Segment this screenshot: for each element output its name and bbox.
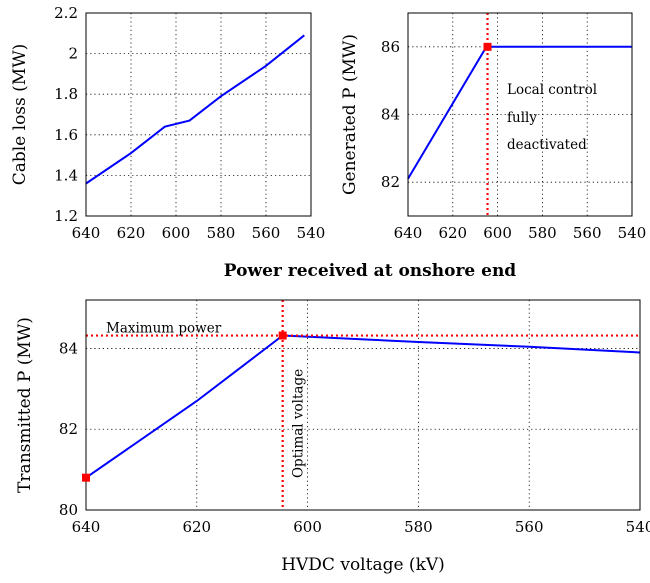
plot-frame — [407, 12, 633, 217]
x-tick-label: 600 — [162, 224, 191, 242]
y-tick-label: 1.4 — [54, 166, 78, 184]
y-tick-label: 2 — [68, 45, 78, 63]
x-ticks: 640 620 600 580 560 540 — [72, 518, 650, 536]
red-marker — [483, 42, 492, 51]
y-tick-label: 84 — [59, 339, 78, 357]
x-tick-label: 560 — [573, 224, 602, 242]
y-tick-label: 2.2 — [54, 4, 78, 22]
x-tick-label: 540 — [297, 224, 326, 242]
y-tick-label: 1.6 — [54, 126, 78, 144]
annotation-line-3: deactivated — [507, 137, 587, 153]
series-layer — [85, 334, 641, 479]
shared-x-label: Power received at onshore end — [224, 261, 517, 281]
x-tick-label: 580 — [207, 224, 236, 242]
x-tick-label: 560 — [515, 518, 544, 536]
plot-frame — [85, 12, 312, 217]
transmitted-power-panel: 640 620 600 580 560 540 80 82 84 Transmitted P … — [15, 299, 650, 575]
x-tick-label: 600 — [293, 518, 322, 536]
y-tick-label: 82 — [381, 173, 400, 191]
x-tick-label: 600 — [483, 224, 512, 242]
y-ticks: 80 82 84 — [59, 339, 78, 519]
x-tick-label: 640 — [394, 224, 423, 242]
x-tick-label: 580 — [404, 518, 433, 536]
y-tick-label: 80 — [59, 501, 78, 519]
annotation-line-1: Local control — [507, 82, 597, 98]
x-tick-label: 580 — [528, 224, 557, 242]
optimal-voltage-label: Optimal voltage — [291, 369, 307, 478]
y-ticks: 82 84 86 — [381, 38, 400, 191]
red-marker — [278, 331, 287, 340]
y-tick-label: 82 — [59, 420, 78, 438]
y-tick-label: 1.2 — [54, 207, 78, 225]
plot-frame — [85, 299, 641, 511]
generated-power-panel: 640 620 600 580 560 540 82 84 86 Generated P (M… — [340, 12, 647, 242]
x-tick-label: 540 — [618, 224, 647, 242]
y-axis-label: Generated P (MW) — [340, 34, 360, 195]
x-ticks: 640 620 600 580 560 540 — [72, 224, 326, 242]
red-marker — [82, 473, 90, 482]
annotation-line-2: fully — [507, 110, 537, 126]
y-ticks: 1.2 1.4 1.6 1.8 2 2.2 — [54, 4, 78, 225]
x-ticks: 640 620 600 580 560 540 — [394, 224, 647, 242]
x-tick-label: 620 — [438, 224, 467, 242]
cable-loss-panel: 640 620 600 580 560 540 1.2 1.4 1.6 1.8 2 2.2 Cabl… — [10, 4, 325, 242]
y-axis-label: Cable loss (MW) — [10, 44, 30, 186]
x-tick-label: 540 — [626, 518, 650, 536]
y-tick-label: 86 — [381, 38, 400, 56]
x-tick-label: 620 — [117, 224, 146, 242]
y-tick-label: 1.8 — [54, 85, 78, 103]
x-tick-label: 560 — [252, 224, 281, 242]
series-layer — [85, 34, 305, 185]
y-axis-label: Transmitted P (MW) — [15, 317, 35, 493]
x-tick-label: 640 — [72, 224, 101, 242]
x-tick-label: 620 — [182, 518, 211, 536]
series-line — [85, 334, 641, 479]
series-line — [85, 34, 305, 185]
x-axis-label: HVDC voltage (kV) — [281, 555, 445, 575]
maximum-power-label: Maximum power — [106, 321, 222, 337]
x-tick-label: 640 — [72, 518, 101, 536]
y-tick-label: 84 — [381, 106, 400, 124]
